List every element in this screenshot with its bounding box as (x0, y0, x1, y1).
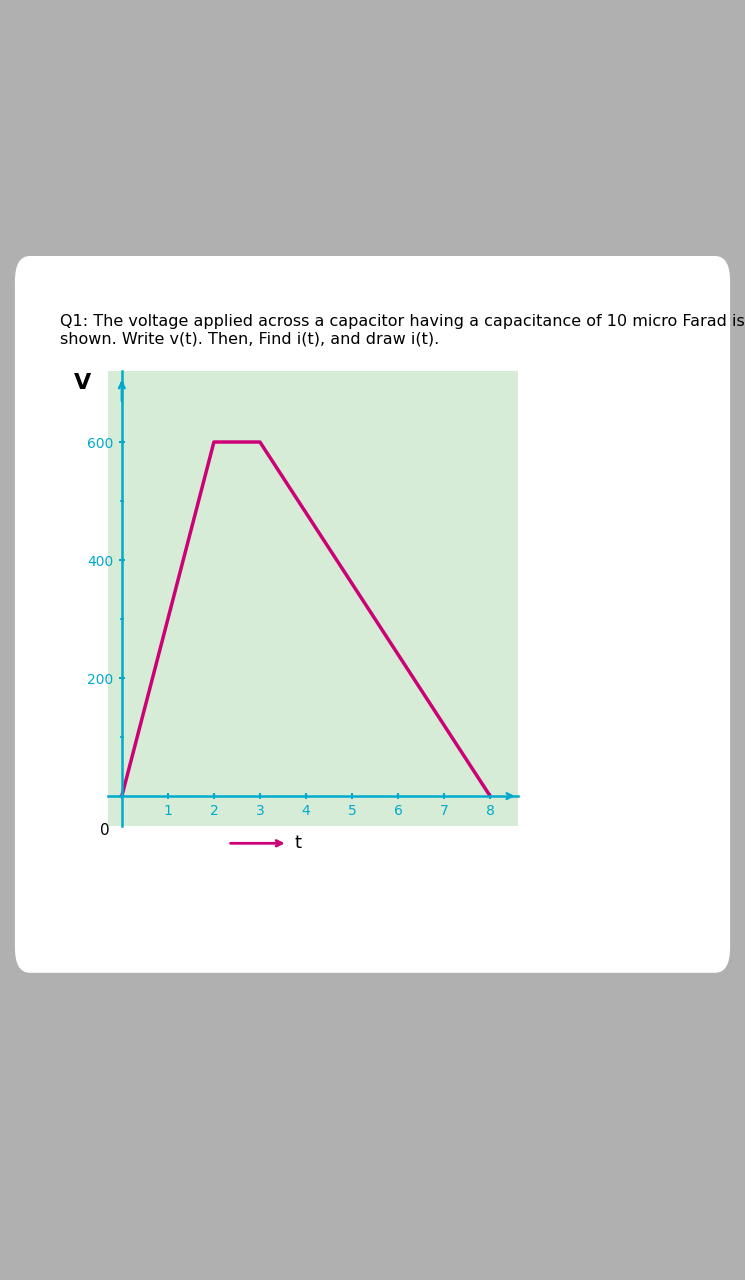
Text: V: V (74, 372, 92, 393)
Text: 0: 0 (100, 823, 110, 837)
Text: t: t (294, 835, 302, 852)
Text: Q1: The voltage applied across a capacitor having a capacitance of 10 micro Fara: Q1: The voltage applied across a capacit… (60, 314, 744, 346)
FancyBboxPatch shape (15, 256, 730, 973)
